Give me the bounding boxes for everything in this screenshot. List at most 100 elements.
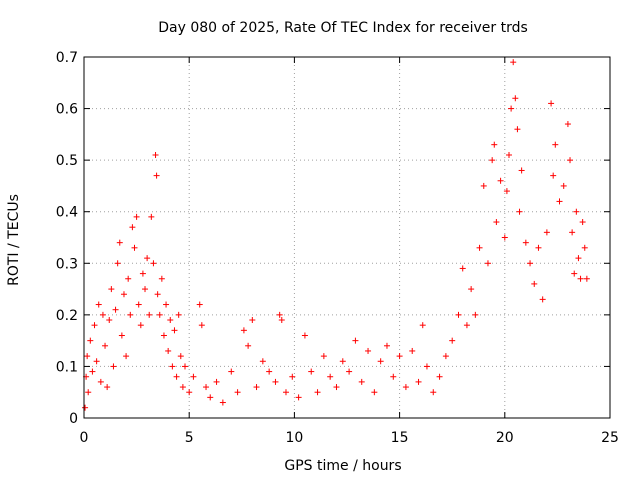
- data-point: [165, 347, 172, 354]
- data-point: [240, 327, 247, 334]
- data-points: [82, 59, 590, 411]
- data-point: [190, 373, 197, 380]
- x-tick-label: 0: [80, 430, 89, 446]
- data-point: [95, 301, 102, 308]
- data-point: [573, 208, 580, 215]
- data-point: [308, 368, 315, 375]
- data-point: [514, 126, 521, 133]
- data-point: [102, 342, 109, 349]
- data-point: [108, 286, 115, 293]
- data-point: [512, 95, 519, 102]
- data-point: [518, 167, 525, 174]
- data-point: [207, 394, 214, 401]
- data-point: [118, 332, 125, 339]
- data-point: [99, 311, 106, 318]
- data-point: [175, 311, 182, 318]
- data-point: [535, 244, 542, 251]
- data-point: [137, 322, 144, 329]
- data-point: [228, 368, 235, 375]
- data-point: [352, 337, 359, 344]
- data-point: [196, 301, 203, 308]
- data-point: [497, 177, 504, 184]
- y-tick-label: 0.6: [56, 102, 78, 118]
- data-point: [552, 141, 559, 148]
- data-point: [173, 373, 180, 380]
- data-point: [442, 353, 449, 360]
- y-tick-label: 0.2: [56, 308, 78, 324]
- data-point: [501, 234, 508, 241]
- data-point: [127, 311, 134, 318]
- data-point: [327, 373, 334, 380]
- data-point: [455, 311, 462, 318]
- data-point: [571, 270, 578, 277]
- data-point: [556, 198, 563, 205]
- data-point: [234, 389, 241, 396]
- data-point: [114, 260, 121, 267]
- y-tick-label: 0.5: [56, 153, 78, 169]
- data-point: [419, 322, 426, 329]
- y-tick-label: 0.7: [56, 50, 78, 66]
- data-point: [125, 275, 132, 282]
- data-point: [295, 394, 302, 401]
- data-point: [390, 373, 397, 380]
- data-point: [142, 286, 149, 293]
- data-point: [409, 347, 416, 354]
- y-tick-label: 0: [69, 411, 78, 427]
- x-tick-label: 20: [496, 430, 514, 446]
- data-point: [567, 157, 574, 164]
- data-point: [383, 342, 390, 349]
- data-point: [148, 213, 155, 220]
- data-point: [484, 260, 491, 267]
- data-point: [135, 301, 142, 308]
- data-point: [150, 260, 157, 267]
- data-point: [266, 368, 273, 375]
- data-point: [527, 260, 534, 267]
- data-point: [91, 322, 98, 329]
- data-point: [129, 224, 136, 231]
- data-point: [84, 353, 91, 360]
- x-tick-label: 15: [391, 430, 409, 446]
- plot-frame: [83, 56, 611, 419]
- data-point: [489, 157, 496, 164]
- data-point: [123, 353, 130, 360]
- data-point: [112, 306, 119, 313]
- data-point: [543, 229, 550, 236]
- data-point: [531, 280, 538, 287]
- data-point: [153, 172, 160, 179]
- data-point: [491, 141, 498, 148]
- data-point: [276, 311, 283, 318]
- data-point: [320, 353, 327, 360]
- data-point: [219, 399, 226, 406]
- data-point: [522, 239, 529, 246]
- data-point: [272, 378, 279, 385]
- data-point: [377, 358, 384, 365]
- data-point: [301, 332, 308, 339]
- axis-ticks: [83, 56, 611, 419]
- data-point: [493, 219, 500, 226]
- data-point: [106, 317, 113, 324]
- x-tick-label: 25: [601, 430, 619, 446]
- data-point: [371, 389, 378, 396]
- data-point: [169, 363, 176, 370]
- data-point: [346, 368, 353, 375]
- data-point: [430, 389, 437, 396]
- data-point: [539, 296, 546, 303]
- x-tick-label: 5: [185, 430, 194, 446]
- y-tick-label: 0.3: [56, 256, 78, 272]
- data-point: [289, 373, 296, 380]
- data-point: [82, 404, 89, 411]
- data-point: [333, 384, 340, 391]
- data-point: [110, 363, 117, 370]
- data-point: [87, 337, 94, 344]
- data-point: [179, 384, 186, 391]
- data-point: [186, 389, 193, 396]
- data-point: [154, 291, 161, 298]
- data-point: [156, 311, 163, 318]
- data-point: [402, 384, 409, 391]
- data-point: [436, 373, 443, 380]
- data-point: [516, 208, 523, 215]
- data-point: [560, 182, 567, 189]
- data-point: [85, 389, 92, 396]
- data-point: [459, 265, 466, 272]
